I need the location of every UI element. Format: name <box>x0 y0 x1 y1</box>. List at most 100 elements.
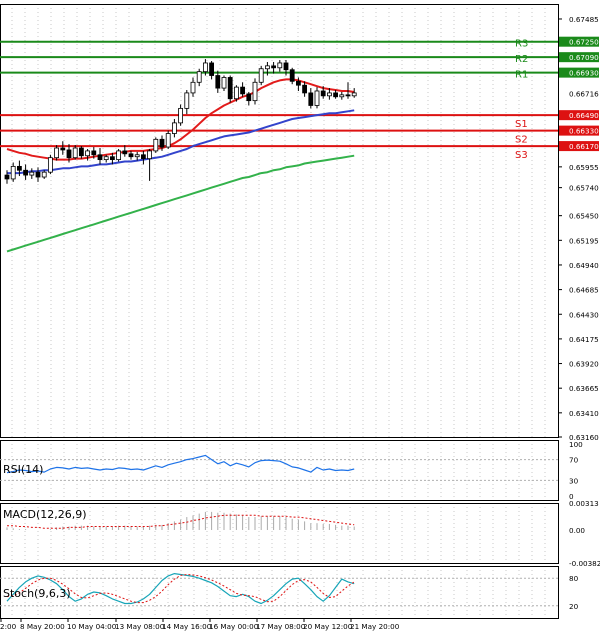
x-tick-label: 21 May 20:00 <box>350 622 400 631</box>
candle-body <box>159 138 165 148</box>
rsi-frame <box>0 440 559 501</box>
candle-body <box>240 86 246 95</box>
candle-body <box>295 80 301 86</box>
ma-red-line <box>6 78 355 161</box>
candle-body <box>326 92 332 97</box>
candle-body <box>333 92 339 98</box>
candle-body <box>79 147 84 157</box>
candle-body <box>10 165 16 180</box>
candle-body <box>16 165 22 171</box>
stoch-frame <box>0 566 559 619</box>
candle-body <box>110 156 115 161</box>
candle-body <box>4 174 10 180</box>
candle-body <box>345 94 351 97</box>
y-tick-label: 0.63920 <box>569 360 599 369</box>
candle-body <box>196 71 202 83</box>
level-tag-bg <box>559 36 599 47</box>
stoch-signal-line <box>6 573 355 604</box>
candle-body <box>184 92 190 109</box>
stoch-label: Stoch(9,6,3) <box>3 587 71 600</box>
candle-body <box>264 65 270 70</box>
y-tick-label: 0.64940 <box>569 261 599 270</box>
y-tick-label: 0.65450 <box>569 212 599 221</box>
candle-body <box>153 138 159 152</box>
y-tick-label: 0.65955 <box>569 163 599 172</box>
current-price-tag-bg <box>559 88 599 99</box>
level-tag: 0.66490 <box>569 111 599 120</box>
candle-body <box>190 81 196 94</box>
y-tick-label: 0.65740 <box>569 184 599 193</box>
level-label-r2: R2 <box>515 54 528 65</box>
stoch-y-tick: 80 <box>569 574 579 583</box>
candle-body <box>289 69 295 82</box>
main-grid <box>11 4 546 437</box>
candle-body <box>54 147 59 159</box>
macd-label: MACD(12,26,9) <box>3 508 87 521</box>
level-label-r3: R3 <box>515 39 528 50</box>
candle-body <box>202 62 208 73</box>
macd-y-tick: 0.00313 <box>569 499 599 508</box>
candle-body <box>308 92 314 106</box>
candle-body <box>215 75 221 89</box>
candle-body <box>23 169 29 176</box>
y-tick-label: 0.63160 <box>569 433 599 442</box>
macd-y-tick: -0.003827 <box>569 559 600 568</box>
candle-body <box>277 62 283 69</box>
rsi-y-tick: 100 <box>569 440 583 449</box>
y-tick-label: 0.64430 <box>569 310 599 319</box>
y-tick-label: 0.63410 <box>569 409 599 418</box>
candle-body <box>178 107 184 124</box>
rsi-line <box>6 454 355 474</box>
level-tag-bg <box>559 125 599 136</box>
macd-y-tick: 0.00 <box>569 526 585 535</box>
level-tag: 0.67090 <box>569 53 599 62</box>
level-label-s1: S1 <box>515 119 528 130</box>
ma-blue-line <box>7 109 355 175</box>
macd-histogram <box>6 511 355 530</box>
current-price-label: 0.66716 <box>569 89 599 98</box>
x-tick-label: 13 May 08:00 <box>115 622 165 631</box>
candle-body <box>103 156 109 161</box>
candle-body <box>29 171 35 176</box>
candle-body <box>60 147 66 151</box>
ma-green-line <box>6 154 355 253</box>
level-tag: 0.67250 <box>569 38 599 47</box>
level-tag-bg <box>559 52 599 63</box>
y-tick-label: 0.63665 <box>569 384 599 393</box>
rsi-y-tick: 30 <box>569 476 579 485</box>
candle-body <box>147 150 153 160</box>
candle-body <box>91 150 97 156</box>
candle-body <box>35 171 41 178</box>
candle-body <box>116 150 121 161</box>
x-tick-label: 17 May 08:00 <box>256 622 306 631</box>
level-label-r1: R1 <box>515 70 528 81</box>
level-tag-bg <box>559 110 599 121</box>
candle-body <box>314 90 320 106</box>
x-tick-label: 8 May 20:00 <box>20 622 65 631</box>
candle-body <box>122 150 128 155</box>
candle-body <box>233 86 239 100</box>
rsi-y-tick: 70 <box>569 456 579 465</box>
candle-body <box>66 149 72 159</box>
candle-body <box>351 92 357 97</box>
candle-body <box>85 150 90 157</box>
rsi-label: RSI(14) <box>3 463 43 476</box>
level-label-s2: S2 <box>515 135 528 146</box>
y-tick-label: 0.64685 <box>569 286 599 295</box>
stoch-main-line <box>6 572 355 605</box>
stoch-grid <box>11 566 546 618</box>
level-label-s3: S3 <box>515 150 528 161</box>
candle-body <box>339 94 345 98</box>
candle-body <box>246 93 252 102</box>
candle-body <box>221 77 227 89</box>
candle-body <box>271 65 277 69</box>
candle-body <box>302 84 308 94</box>
x-tick-label: 14 May 16:00 <box>162 622 212 631</box>
candle-body <box>41 171 47 178</box>
rsi-y-tick: 0 <box>569 492 574 501</box>
candle-body <box>134 154 140 158</box>
x-tick-label: 10 May 04:00 <box>67 622 117 631</box>
level-tag: 0.66170 <box>569 142 599 151</box>
candle-body <box>320 90 326 97</box>
